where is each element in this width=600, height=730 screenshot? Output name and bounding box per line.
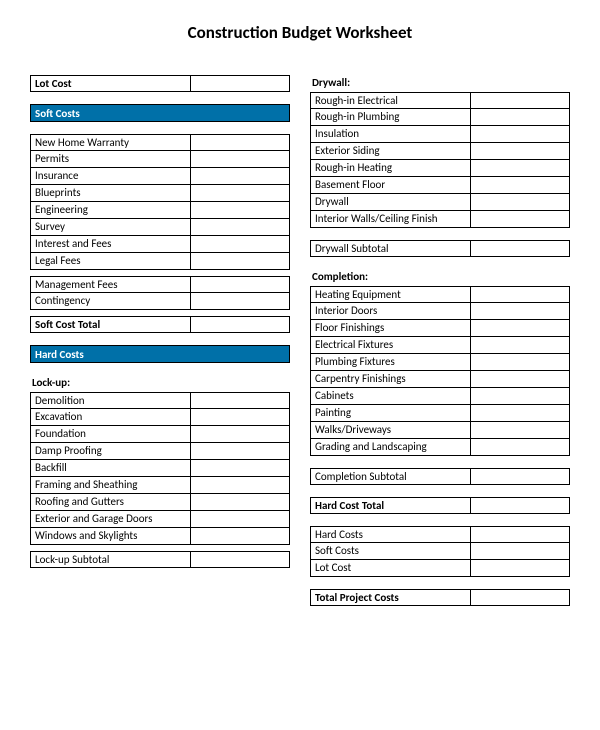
table-row: Insurance [30, 168, 290, 185]
completion-subtotal-row: Completion Subtotal [310, 468, 570, 485]
drywall-group: Rough-in Electrical Rough-in Plumbing In… [310, 92, 570, 228]
table-row: Damp Proofing [30, 443, 290, 460]
table-row: Interior Doors [310, 303, 570, 320]
table-row: Plumbing Fixtures [310, 354, 570, 371]
lockup-header: Lock-up: [30, 375, 290, 392]
table-row: Framing and Sheathing [30, 477, 290, 494]
worksheet-columns: Lot Cost Soft Costs New Home Warranty Pe… [30, 75, 570, 606]
page-title: Construction Budget Worksheet [30, 22, 570, 43]
completion-group: Heating Equipment Interior Doors Floor F… [310, 286, 570, 456]
table-row: Exterior and Garage Doors [30, 511, 290, 528]
hard-cost-total-row: Hard Cost Total [310, 497, 570, 514]
table-row: Walks/Driveways [310, 422, 570, 439]
total-project-costs-label: Total Project Costs [311, 590, 471, 605]
table-row: Rough-in Plumbing [310, 109, 570, 126]
table-row: Survey [30, 219, 290, 236]
table-row: New Home Warranty [30, 134, 290, 151]
drywall-subtotal-row: Drywall Subtotal [310, 240, 570, 257]
table-row: Drywall [310, 194, 570, 211]
table-row: Management Fees [30, 276, 290, 293]
total-project-costs-row: Total Project Costs [310, 589, 570, 606]
table-row: Electrical Fixtures [310, 337, 570, 354]
right-column: Drywall: Rough-in Electrical Rough-in Pl… [310, 75, 570, 606]
hard-cost-total-value[interactable] [471, 498, 569, 513]
table-row: Insulation [310, 126, 570, 143]
soft-cost-total-row: Soft Cost Total [30, 316, 290, 333]
table-row: Hard Costs [310, 526, 570, 543]
soft-costs-group-2: Management Fees Contingency [30, 276, 290, 310]
table-row: Permits [30, 151, 290, 168]
left-column: Lot Cost Soft Costs New Home Warranty Pe… [30, 75, 290, 606]
hard-cost-total-label: Hard Cost Total [311, 498, 471, 513]
table-row: Carpentry Finishings [310, 371, 570, 388]
table-row: Legal Fees [30, 253, 290, 270]
table-row: Windows and Skylights [30, 528, 290, 545]
table-row: Contingency [30, 293, 290, 310]
table-row: Backfill [30, 460, 290, 477]
table-row: Floor Finishings [310, 320, 570, 337]
table-row: Excavation [30, 409, 290, 426]
lockup-subtotal-label: Lock-up Subtotal [31, 552, 191, 567]
table-row: Heating Equipment [310, 286, 570, 303]
lockup-subtotal-row: Lock-up Subtotal [30, 551, 290, 568]
table-row: Basement Floor [310, 177, 570, 194]
table-row: Rough-in Electrical [310, 92, 570, 109]
table-row: Cabinets [310, 388, 570, 405]
table-row: Interior Walls/Ceiling Finish [310, 211, 570, 228]
table-row: Soft Costs [310, 543, 570, 560]
drywall-header: Drywall: [310, 75, 570, 92]
drywall-subtotal-value[interactable] [471, 241, 569, 256]
lockup-subtotal-value[interactable] [191, 552, 289, 567]
lot-cost-value[interactable] [191, 76, 289, 91]
table-row: Roofing and Gutters [30, 494, 290, 511]
table-row: Rough-in Heating [310, 160, 570, 177]
lockup-group: Demolition Excavation Foundation Damp Pr… [30, 392, 290, 545]
soft-costs-group-1: New Home Warranty Permits Insurance Blue… [30, 134, 290, 270]
soft-cost-total-value[interactable] [191, 317, 289, 332]
table-row: Grading and Landscaping [310, 439, 570, 456]
table-row: Exterior Siding [310, 143, 570, 160]
lot-cost-row: Lot Cost [30, 75, 290, 92]
lot-cost-label: Lot Cost [31, 76, 191, 91]
table-row: Foundation [30, 426, 290, 443]
table-row: Demolition [30, 392, 290, 409]
soft-costs-header: Soft Costs [30, 104, 290, 122]
hard-costs-header: Hard Costs [30, 345, 290, 363]
completion-subtotal-value[interactable] [471, 469, 569, 484]
summary-group: Hard Costs Soft Costs Lot Cost [310, 526, 570, 577]
completion-subtotal-label: Completion Subtotal [311, 469, 471, 484]
table-row: Blueprints [30, 185, 290, 202]
table-row: Interest and Fees [30, 236, 290, 253]
completion-header: Completion: [310, 269, 570, 286]
table-row: Painting [310, 405, 570, 422]
total-project-costs-value[interactable] [471, 590, 569, 605]
soft-cost-total-label: Soft Cost Total [31, 317, 191, 332]
drywall-subtotal-label: Drywall Subtotal [311, 241, 471, 256]
table-row: Lot Cost [310, 560, 570, 577]
table-row: Engineering [30, 202, 290, 219]
